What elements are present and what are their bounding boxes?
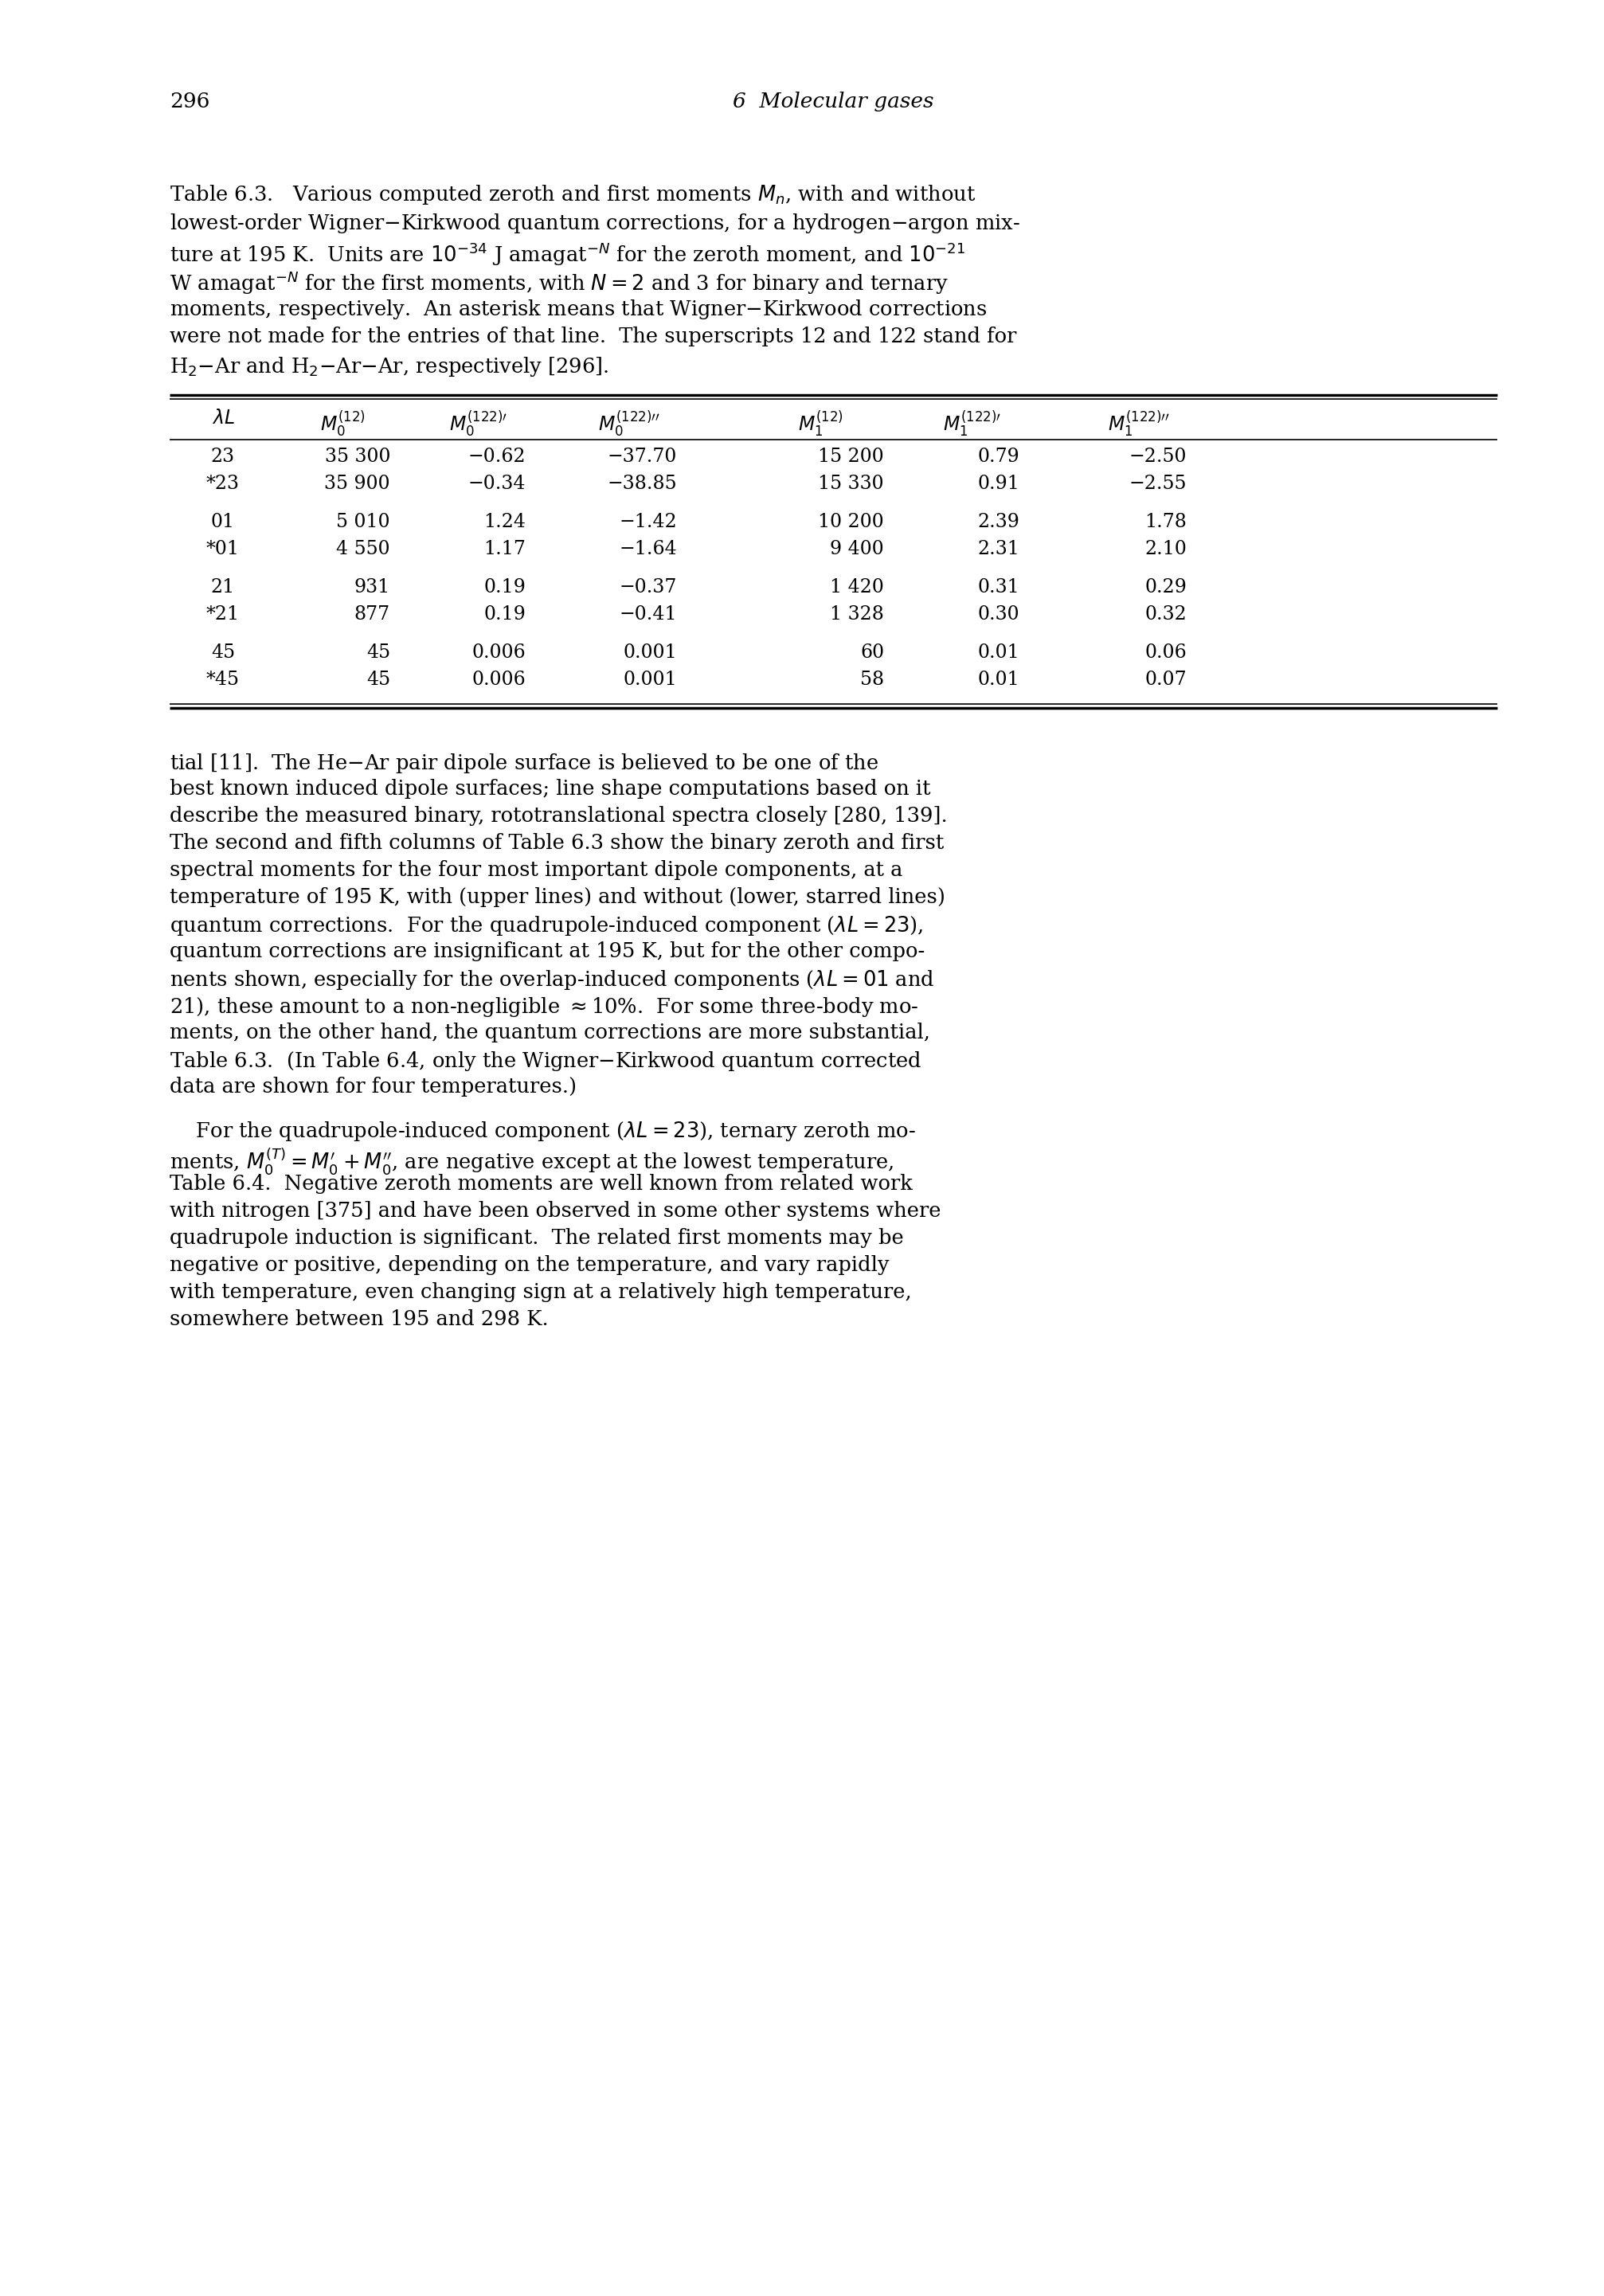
Text: moments, respectively.  An asterisk means that Wigner$-$Kirkwood corrections: moments, respectively. An asterisk means… [170, 298, 986, 321]
Text: 0.31: 0.31 [977, 579, 1019, 597]
Text: 0.01: 0.01 [977, 670, 1019, 689]
Text: with nitrogen [375] and have been observed in some other systems where: with nitrogen [375] and have been observ… [170, 1201, 940, 1221]
Text: 21: 21 [210, 579, 234, 597]
Text: 6  Molecular gases: 6 Molecular gases [733, 92, 934, 113]
Text: ments, on the other hand, the quantum corrections are more substantial,: ments, on the other hand, the quantum co… [170, 1022, 930, 1042]
Text: 4 550: 4 550 [337, 540, 390, 558]
Text: $\lambda L$: $\lambda L$ [212, 409, 234, 427]
Text: 0.006: 0.006 [472, 670, 526, 689]
Text: quantum corrections are insignificant at 195 K, but for the other compo-: quantum corrections are insignificant at… [170, 941, 924, 962]
Text: lowest-order Wigner$-$Kirkwood quantum corrections, for a hydrogen$-$argon mix-: lowest-order Wigner$-$Kirkwood quantum c… [170, 211, 1020, 234]
Text: *45: *45 [207, 670, 239, 689]
Text: −0.41: −0.41 [619, 606, 677, 625]
Text: Table 6.3.   Various computed zeroth and first moments $M_n$, with and without: Table 6.3. Various computed zeroth and f… [170, 184, 975, 207]
Text: 10 200: 10 200 [818, 512, 884, 530]
Text: 1.78: 1.78 [1144, 512, 1185, 530]
Text: 15 200: 15 200 [818, 448, 884, 466]
Text: H$_2$$-$Ar and H$_2$$-$Ar$-$Ar, respectively [296].: H$_2$$-$Ar and H$_2$$-$Ar$-$Ar, respecti… [170, 356, 608, 379]
Text: $M_0^{(122)\prime}$: $M_0^{(122)\prime}$ [449, 409, 507, 439]
Text: nents shown, especially for the overlap-induced components ($\lambda L = 01$ and: nents shown, especially for the overlap-… [170, 969, 934, 992]
Text: 45: 45 [366, 670, 390, 689]
Text: 0.19: 0.19 [483, 606, 526, 625]
Text: spectral moments for the four most important dipole components, at a: spectral moments for the four most impor… [170, 861, 901, 879]
Text: 2.10: 2.10 [1144, 540, 1185, 558]
Text: −2.50: −2.50 [1128, 448, 1185, 466]
Text: *21: *21 [207, 606, 239, 625]
Text: 45: 45 [366, 643, 390, 661]
Text: quantum corrections.  For the quadrupole-induced component ($\lambda L = 23$),: quantum corrections. For the quadrupole-… [170, 914, 922, 937]
Text: Table 6.3.  (In Table 6.4, only the Wigner$-$Kirkwood quantum corrected: Table 6.3. (In Table 6.4, only the Wigne… [170, 1049, 921, 1072]
Text: $M_1^{(122)\prime\prime}$: $M_1^{(122)\prime\prime}$ [1107, 409, 1169, 439]
Text: with temperature, even changing sign at a relatively high temperature,: with temperature, even changing sign at … [170, 1281, 911, 1302]
Text: 0.91: 0.91 [977, 475, 1019, 494]
Text: $M_1^{(122)\prime}$: $M_1^{(122)\prime}$ [942, 409, 1001, 439]
Text: ture at 195 K.  Units are $10^{-34}$ J amagat$^{-N}$ for the zeroth moment, and : ture at 195 K. Units are $10^{-34}$ J am… [170, 241, 966, 266]
Text: 35 300: 35 300 [324, 448, 390, 466]
Text: −0.37: −0.37 [619, 579, 677, 597]
Text: W amagat$^{-N}$ for the first moments, with $N = 2$ and 3 for binary and ternary: W amagat$^{-N}$ for the first moments, w… [170, 269, 948, 296]
Text: −38.85: −38.85 [606, 475, 677, 494]
Text: −1.64: −1.64 [619, 540, 677, 558]
Text: describe the measured binary, rototranslational spectra closely [280, 139].: describe the measured binary, rototransl… [170, 806, 946, 827]
Text: 2.31: 2.31 [977, 540, 1019, 558]
Text: −0.62: −0.62 [468, 448, 526, 466]
Text: $M_0^{(122)\prime\prime}$: $M_0^{(122)\prime\prime}$ [598, 409, 659, 439]
Text: 877: 877 [354, 606, 390, 625]
Text: $M_0^{(12)}$: $M_0^{(12)}$ [319, 409, 364, 439]
Text: 23: 23 [210, 448, 234, 466]
Text: *01: *01 [207, 540, 239, 558]
Text: 15 330: 15 330 [818, 475, 884, 494]
Text: 0.06: 0.06 [1144, 643, 1185, 661]
Text: quadrupole induction is significant.  The related first moments may be: quadrupole induction is significant. The… [170, 1228, 903, 1249]
Text: Table 6.4.  Negative zeroth moments are well known from related work: Table 6.4. Negative zeroth moments are w… [170, 1173, 913, 1194]
Text: 0.29: 0.29 [1144, 579, 1185, 597]
Text: best known induced dipole surfaces; line shape computations based on it: best known induced dipole surfaces; line… [170, 778, 930, 799]
Text: 9 400: 9 400 [829, 540, 884, 558]
Text: negative or positive, depending on the temperature, and vary rapidly: negative or positive, depending on the t… [170, 1256, 889, 1274]
Text: 296: 296 [170, 92, 210, 113]
Text: 931: 931 [354, 579, 390, 597]
Text: 0.79: 0.79 [977, 448, 1019, 466]
Text: 0.001: 0.001 [622, 670, 677, 689]
Text: 0.19: 0.19 [483, 579, 526, 597]
Text: 1 420: 1 420 [829, 579, 884, 597]
Text: 0.006: 0.006 [472, 643, 526, 661]
Text: temperature of 195 K, with (upper lines) and without (lower, starred lines): temperature of 195 K, with (upper lines)… [170, 886, 945, 907]
Text: ments, $M_0^{(T)} = M_0' + M_0''$, are negative except at the lowest temperature: ments, $M_0^{(T)} = M_0' + M_0''$, are n… [170, 1146, 893, 1178]
Text: −2.55: −2.55 [1128, 475, 1185, 494]
Text: −1.42: −1.42 [619, 512, 677, 530]
Text: 35 900: 35 900 [324, 475, 390, 494]
Text: 0.01: 0.01 [977, 643, 1019, 661]
Text: 5 010: 5 010 [337, 512, 390, 530]
Text: 0.001: 0.001 [622, 643, 677, 661]
Text: 1.17: 1.17 [483, 540, 526, 558]
Text: The second and fifth columns of Table 6.3 show the binary zeroth and first: The second and fifth columns of Table 6.… [170, 833, 943, 852]
Text: 58: 58 [860, 670, 884, 689]
Text: 45: 45 [210, 643, 234, 661]
Text: tial [11].  The He$-$Ar pair dipole surface is believed to be one of the: tial [11]. The He$-$Ar pair dipole surfa… [170, 751, 877, 774]
Text: data are shown for four temperatures.): data are shown for four temperatures.) [170, 1077, 576, 1097]
Text: 1 328: 1 328 [829, 606, 884, 625]
Text: 0.07: 0.07 [1144, 670, 1185, 689]
Text: 0.32: 0.32 [1144, 606, 1185, 625]
Text: −0.34: −0.34 [468, 475, 526, 494]
Text: 21), these amount to a non-negligible $\approx$10%.  For some three-body mo-: 21), these amount to a non-negligible $\… [170, 996, 917, 1019]
Text: 1.24: 1.24 [483, 512, 526, 530]
Text: 01: 01 [210, 512, 234, 530]
Text: $M_1^{(12)}$: $M_1^{(12)}$ [797, 409, 842, 439]
Text: somewhere between 195 and 298 K.: somewhere between 195 and 298 K. [170, 1309, 549, 1329]
Text: were not made for the entries of that line.  The superscripts 12 and 122 stand f: were not made for the entries of that li… [170, 326, 1015, 347]
Text: 2.39: 2.39 [977, 512, 1019, 530]
Text: 0.30: 0.30 [977, 606, 1019, 625]
Text: For the quadrupole-induced component ($\lambda L = 23$), ternary zeroth mo-: For the quadrupole-induced component ($\… [170, 1120, 916, 1143]
Text: 60: 60 [860, 643, 884, 661]
Text: *23: *23 [207, 475, 239, 494]
Text: −37.70: −37.70 [606, 448, 677, 466]
